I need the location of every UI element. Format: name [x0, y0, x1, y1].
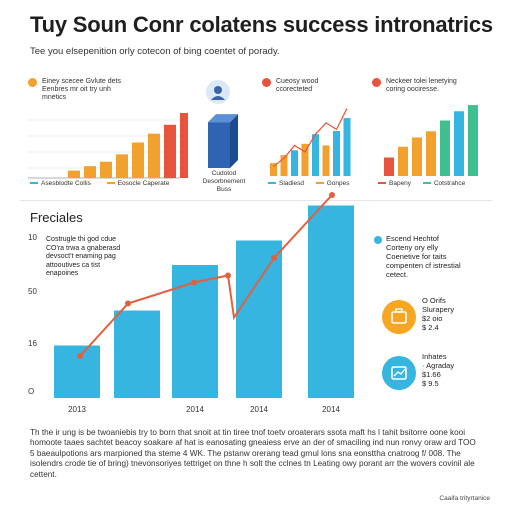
main-chart: O 10 50 16 2013 2014 2014 2014	[28, 192, 354, 414]
bar	[312, 134, 319, 176]
bar-top	[208, 114, 238, 123]
legend-item-2: Cotstrahce	[422, 180, 466, 187]
bar	[270, 163, 277, 176]
bar	[322, 145, 330, 176]
panel-3: Cueosy wood ccorecteted Sladiesd Gonpes	[262, 78, 362, 198]
panel-2-text: Cudotod Desorbnement Buss	[202, 170, 246, 193]
person-icon	[206, 80, 230, 104]
bar	[308, 205, 354, 398]
page-subtitle: Tee you elsepenition orly cotecon of bin…	[30, 46, 280, 57]
chart-annotation: Costrugle thi god cdue CO'ra trwa a gnab…	[46, 236, 156, 279]
legend-label: Bapeny	[389, 180, 412, 187]
bar	[384, 157, 394, 176]
bar	[132, 142, 144, 178]
blue-badge-icon	[374, 236, 382, 244]
legend-label: Asesblodte Collis	[41, 180, 91, 187]
x-tick-label: 2014	[186, 405, 204, 414]
briefcase-icon	[382, 300, 416, 334]
bar	[116, 154, 128, 178]
legend-item-2: Eosocle Caperate	[106, 180, 170, 187]
trend-point	[77, 353, 83, 359]
panel-1-chart	[28, 112, 188, 179]
divider	[20, 200, 492, 201]
red-badge-icon	[262, 78, 271, 87]
x-tick-label: 2014	[322, 405, 340, 414]
y-tick-label: 16	[28, 339, 37, 348]
y-tick-label: O	[28, 387, 34, 396]
bar-side	[230, 114, 238, 168]
trend-point	[329, 192, 335, 198]
x-tick-label: 2014	[250, 405, 268, 414]
orange-badge-icon	[28, 78, 37, 87]
bar	[333, 130, 340, 176]
bar	[148, 133, 160, 178]
bar	[114, 310, 160, 398]
bar	[164, 124, 176, 178]
bar	[100, 161, 112, 178]
legend-label: Sladiesd	[279, 180, 304, 187]
footer-paragraph: Th the ir ung is be twoaniebis try to bo…	[30, 428, 476, 479]
y-tick-label: 50	[28, 287, 37, 296]
bar	[468, 105, 478, 176]
panel-4-chart	[384, 105, 478, 176]
legend-label: Eosocle Caperate	[117, 180, 170, 187]
panel-2: Cudotod Desorbnement Buss	[196, 78, 252, 198]
bar	[180, 112, 188, 178]
bar	[236, 240, 282, 398]
bar	[454, 111, 464, 176]
legend-label: Gonpes	[326, 180, 350, 187]
legend-item-1: Sladiesd	[268, 180, 304, 187]
growth-icon	[382, 356, 416, 390]
bar	[280, 155, 288, 176]
panel-1-legend: Asesblodte Collis Eosocle Caperate	[30, 180, 169, 187]
bar	[440, 120, 450, 176]
item-1-text: O Orifs Slurapery $2 oio $ 2.4	[422, 296, 455, 332]
panel-4-legend: Bapeny Cotstrahce	[378, 180, 465, 187]
panel-1: Einey scecee Gvlute dets Eenbres mr oit …	[28, 78, 188, 198]
panel-4: Neckeer tolei lenetying coring oociresse…	[372, 78, 490, 198]
panel-3-legend: Sladiesd Gonpes	[268, 180, 350, 187]
trend-point	[225, 272, 231, 279]
legend-label: Cotstrahce	[433, 180, 466, 187]
x-tick-label: 2013	[68, 405, 86, 414]
item-2-text: Inhates · Agraday $1.66 $ 9.5	[422, 352, 455, 388]
side-column: Escend Hechtof Corteny ory elly Coenetiv…	[372, 232, 492, 422]
bar	[412, 137, 422, 176]
bar	[68, 170, 80, 178]
panel-3-text: Cueosy wood ccorecteted	[276, 78, 319, 93]
y-tick-label: 10	[28, 233, 37, 242]
red-badge-icon	[372, 78, 381, 87]
bar	[426, 131, 436, 176]
trend-point	[191, 279, 197, 286]
bar	[301, 143, 309, 176]
panel-3-chart	[270, 108, 351, 176]
page-title: Tuy Soun Conr colatens success intronatr…	[30, 12, 493, 37]
trend-point	[125, 300, 131, 307]
legend-item-1: Asesblodte Collis	[30, 180, 91, 187]
panel-4-text: Neckeer tolei lenetying coring oociresse…	[386, 78, 457, 93]
bar	[398, 146, 408, 176]
section-title: Freciales	[30, 210, 83, 225]
credit-text: Caaifa trityrtanice	[439, 495, 490, 502]
trend-point	[271, 255, 277, 261]
bar	[208, 122, 230, 168]
panel-2-chart	[208, 114, 238, 168]
legend-item-2: Gonpes	[315, 180, 350, 187]
panel-1-text: Einey scecee Gvlute dets Eenbres mr oit …	[42, 78, 121, 101]
bar	[54, 345, 100, 398]
bar	[84, 166, 96, 178]
trend-line	[273, 108, 348, 167]
bar	[291, 150, 298, 176]
side-heading: Escend Hechtof Corteny ory elly Coenetiv…	[386, 234, 461, 279]
legend-item-1: Bapeny	[378, 180, 411, 187]
bar	[343, 118, 351, 176]
